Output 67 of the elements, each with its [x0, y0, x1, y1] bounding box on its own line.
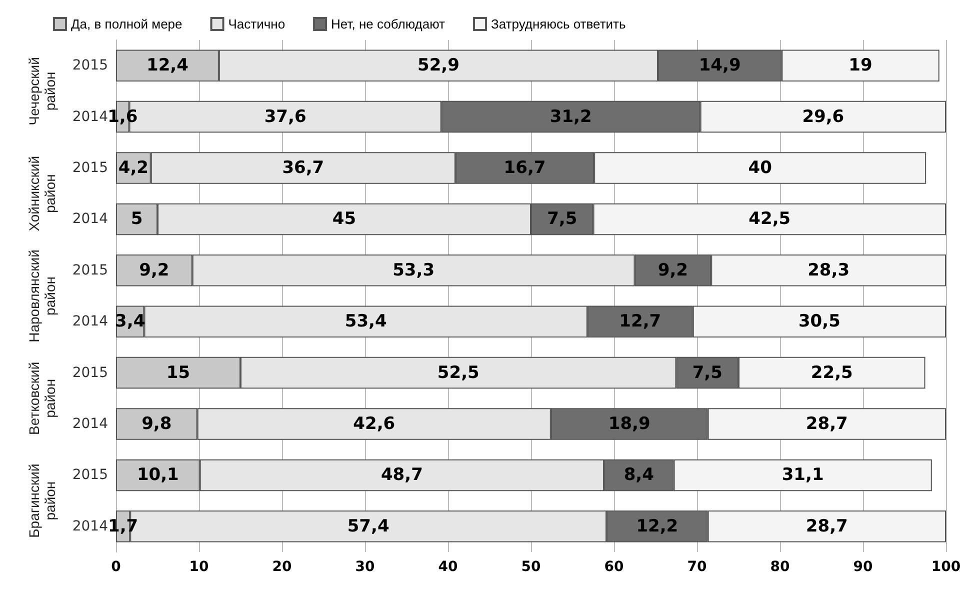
data-label: 7,5 — [692, 362, 722, 383]
x-tick-label: 40 — [438, 559, 458, 575]
data-label: 36,7 — [282, 158, 324, 178]
y-tick-label: 2015 — [72, 262, 108, 278]
y-tick-label: 2014 — [72, 416, 108, 432]
data-label: 53,4 — [344, 312, 387, 332]
x-tick-label: 10 — [189, 559, 209, 575]
data-label: 16,7 — [504, 158, 546, 178]
data-label: 8,4 — [624, 465, 654, 486]
y-tick-label: 2015 — [72, 58, 108, 74]
x-tick-label: 50 — [521, 559, 541, 575]
data-label: 7,5 — [547, 209, 578, 230]
y-tick-label: 2014 — [72, 518, 108, 534]
text: Хойникский район — [26, 156, 58, 232]
data-label: 15 — [166, 362, 190, 383]
x-tick-label: 20 — [272, 559, 292, 575]
data-label: 28,7 — [806, 414, 848, 434]
data-label: 9,8 — [142, 414, 172, 434]
data-label: 52,9 — [417, 56, 460, 76]
data-label: 48,7 — [380, 465, 423, 486]
legend-label: Затрудняюсь ответить — [491, 16, 626, 32]
y-tick-label: 2015 — [72, 467, 108, 484]
data-label: 19 — [848, 56, 872, 76]
data-label: 37,6 — [264, 106, 306, 127]
y-tick-label: 2015 — [72, 160, 108, 176]
data-label: 40 — [748, 158, 772, 178]
data-label: 14,9 — [698, 56, 741, 76]
legend-label: Нет, не соблюдают — [331, 16, 446, 32]
y-tick-label: 2014 — [72, 314, 108, 330]
text: Ветковский район — [26, 362, 58, 435]
data-label: 42,6 — [353, 414, 396, 434]
legend-label: Да, в полной мере — [71, 16, 182, 32]
x-tick-label: 100 — [931, 559, 961, 575]
legend-label: Частично — [228, 16, 286, 32]
text: Чечерский район — [26, 57, 58, 126]
x-tick-label: 0 — [111, 559, 122, 575]
data-label: 22,5 — [810, 362, 853, 383]
data-label: 5 — [130, 209, 143, 230]
x-tick-label: 30 — [355, 559, 375, 575]
data-label: 29,6 — [802, 106, 844, 127]
data-label: 18,9 — [608, 414, 650, 434]
y-tick-label: 2014 — [72, 108, 108, 125]
x-tick-label: 90 — [853, 559, 873, 575]
data-label: 28,3 — [808, 260, 850, 280]
data-label: 31,2 — [550, 106, 592, 127]
data-label: 30,5 — [798, 312, 840, 332]
data-label: 57,4 — [347, 516, 390, 536]
x-tick-label: 60 — [604, 559, 624, 575]
data-label: 9,2 — [658, 260, 688, 280]
data-label: 4,2 — [118, 158, 148, 178]
text: Брагинский район — [26, 464, 58, 538]
data-label: 10,1 — [136, 465, 179, 486]
data-label: 45 — [332, 209, 356, 230]
data-label: 28,7 — [806, 516, 848, 536]
text: Наровлянский район — [26, 250, 58, 342]
data-label: 9,2 — [139, 260, 170, 280]
data-label: 42,5 — [748, 209, 791, 230]
data-label: 52,5 — [437, 362, 480, 383]
y-tick-label: 2014 — [72, 211, 108, 228]
data-label: 12,4 — [146, 56, 189, 76]
data-label: 12,7 — [619, 312, 662, 332]
x-tick-label: 70 — [687, 559, 707, 575]
data-label: 31,1 — [782, 465, 824, 486]
y-tick-label: 2015 — [72, 364, 108, 381]
x-tick-label: 80 — [770, 559, 790, 575]
data-label: 53,3 — [392, 260, 435, 280]
data-label: 12,2 — [636, 516, 678, 536]
